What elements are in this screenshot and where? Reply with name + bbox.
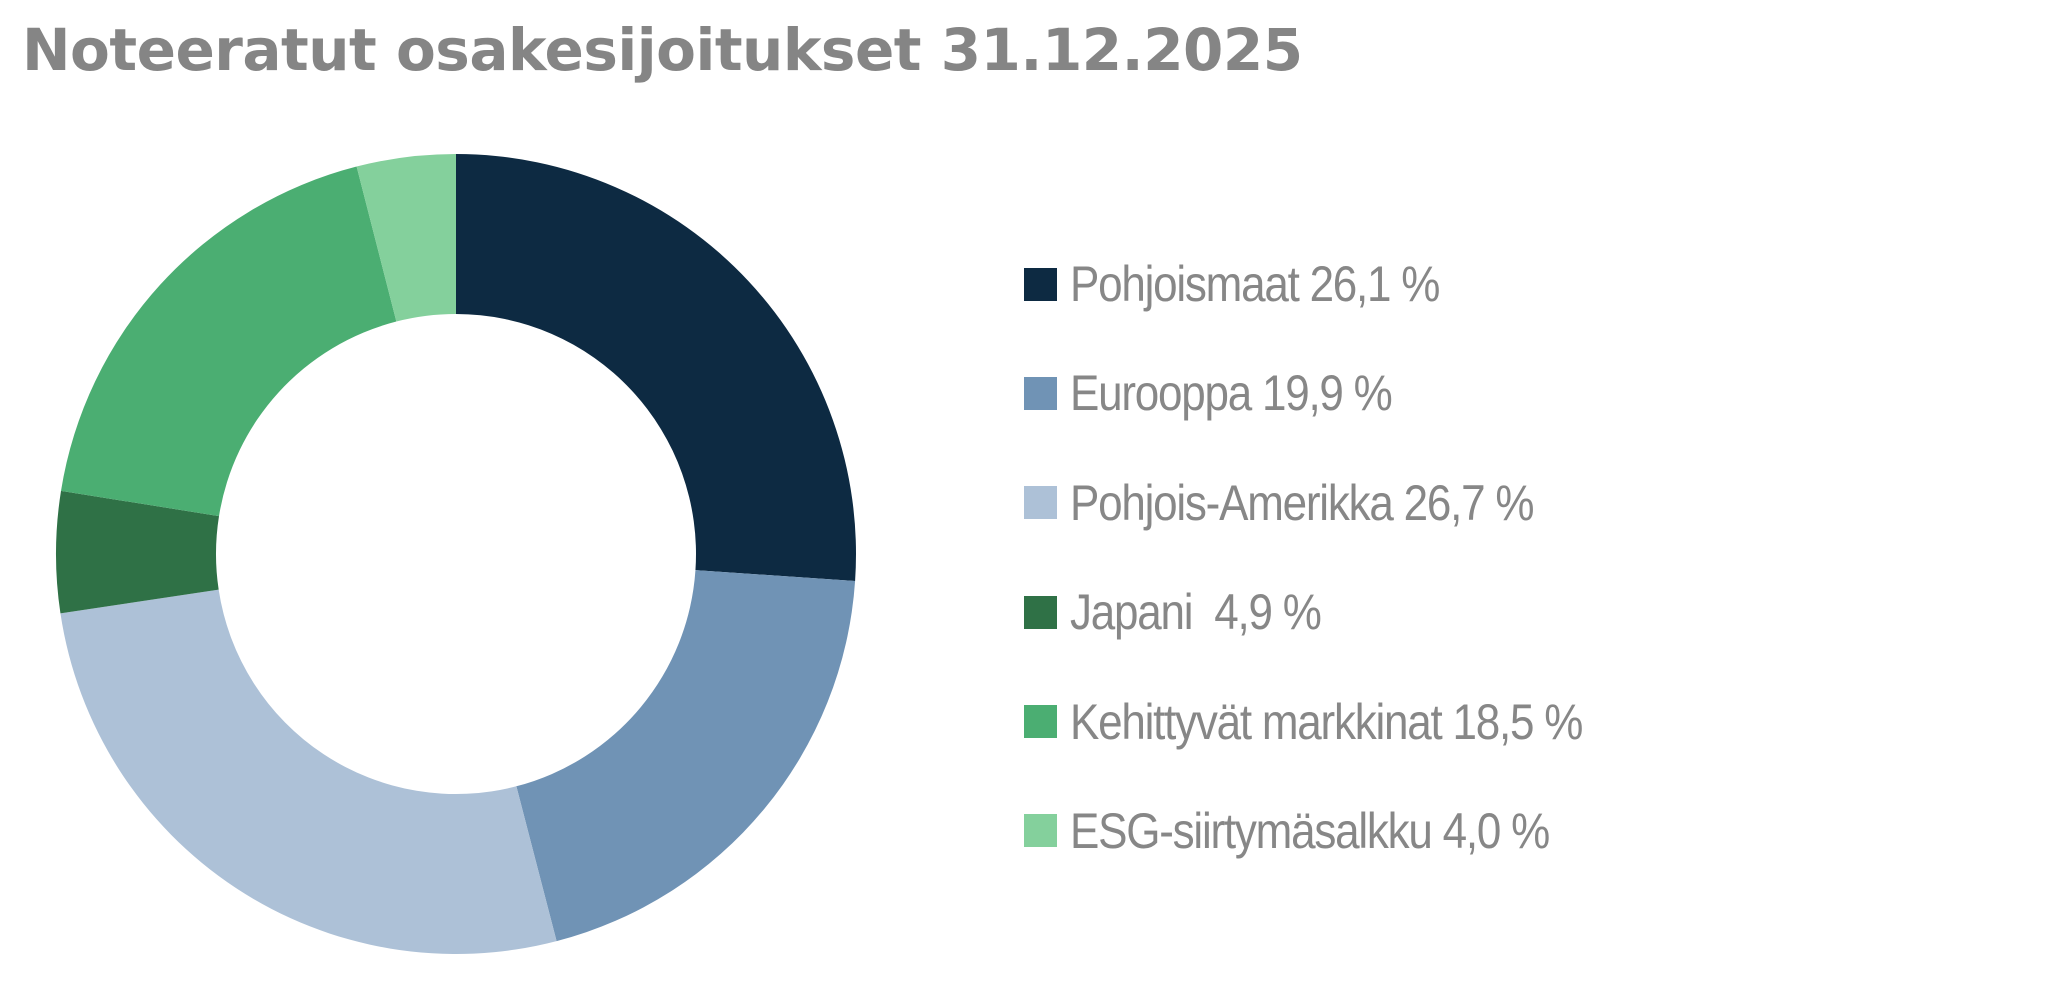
donut-chart xyxy=(0,0,920,984)
legend-swatch-icon xyxy=(1024,376,1057,410)
chart-title: Noteeratut osakesijoitukset 31.12.2025 xyxy=(22,16,1303,84)
legend-swatch-icon xyxy=(1024,705,1057,739)
legend-swatch-icon xyxy=(1024,595,1057,629)
legend-label: Pohjois-Amerikka 26,7 % xyxy=(1070,474,1534,531)
chart-legend: Pohjoismaat 26,1 % Eurooppa 19,9 % Pohjo… xyxy=(1024,247,1652,903)
legend-item-pohjois-amerikka: Pohjois-Amerikka 26,7 % xyxy=(1024,466,1652,540)
legend-label: ESG-siirtymäsalkku 4,0 % xyxy=(1070,802,1550,859)
legend-item-eurooppa: Eurooppa 19,9 % xyxy=(1024,356,1652,430)
legend-label: Eurooppa 19,9 % xyxy=(1070,365,1393,422)
donut-slice-esg-siirtymäsalkku xyxy=(356,154,456,322)
legend-item-pohjoismaat: Pohjoismaat 26,1 % xyxy=(1024,247,1652,321)
donut-slice-pohjoismaat xyxy=(456,154,856,581)
legend-label: Japani 4,9 % xyxy=(1070,584,1322,641)
legend-swatch-icon xyxy=(1024,486,1057,520)
legend-item-kehittyvat-markkinat: Kehittyvät markkinat 18,5 % xyxy=(1024,685,1652,759)
donut-slice-pohjois-amerikka xyxy=(60,589,557,954)
donut-slice-kehittyvät-markkinat xyxy=(61,166,397,517)
legend-swatch-icon xyxy=(1024,814,1057,848)
legend-item-japani: Japani 4,9 % xyxy=(1024,575,1652,649)
legend-label: Pohjoismaat 26,1 % xyxy=(1070,256,1440,312)
legend-swatch-icon xyxy=(1024,267,1057,301)
donut-chart-svg xyxy=(55,154,856,954)
legend-label: Kehittyvät markkinat 18,5 % xyxy=(1070,693,1583,750)
legend-item-esg-siirtymasalkku: ESG-siirtymäsalkku 4,0 % xyxy=(1024,794,1652,868)
donut-slice-eurooppa xyxy=(516,570,856,942)
donut-slice-japani xyxy=(55,490,220,614)
